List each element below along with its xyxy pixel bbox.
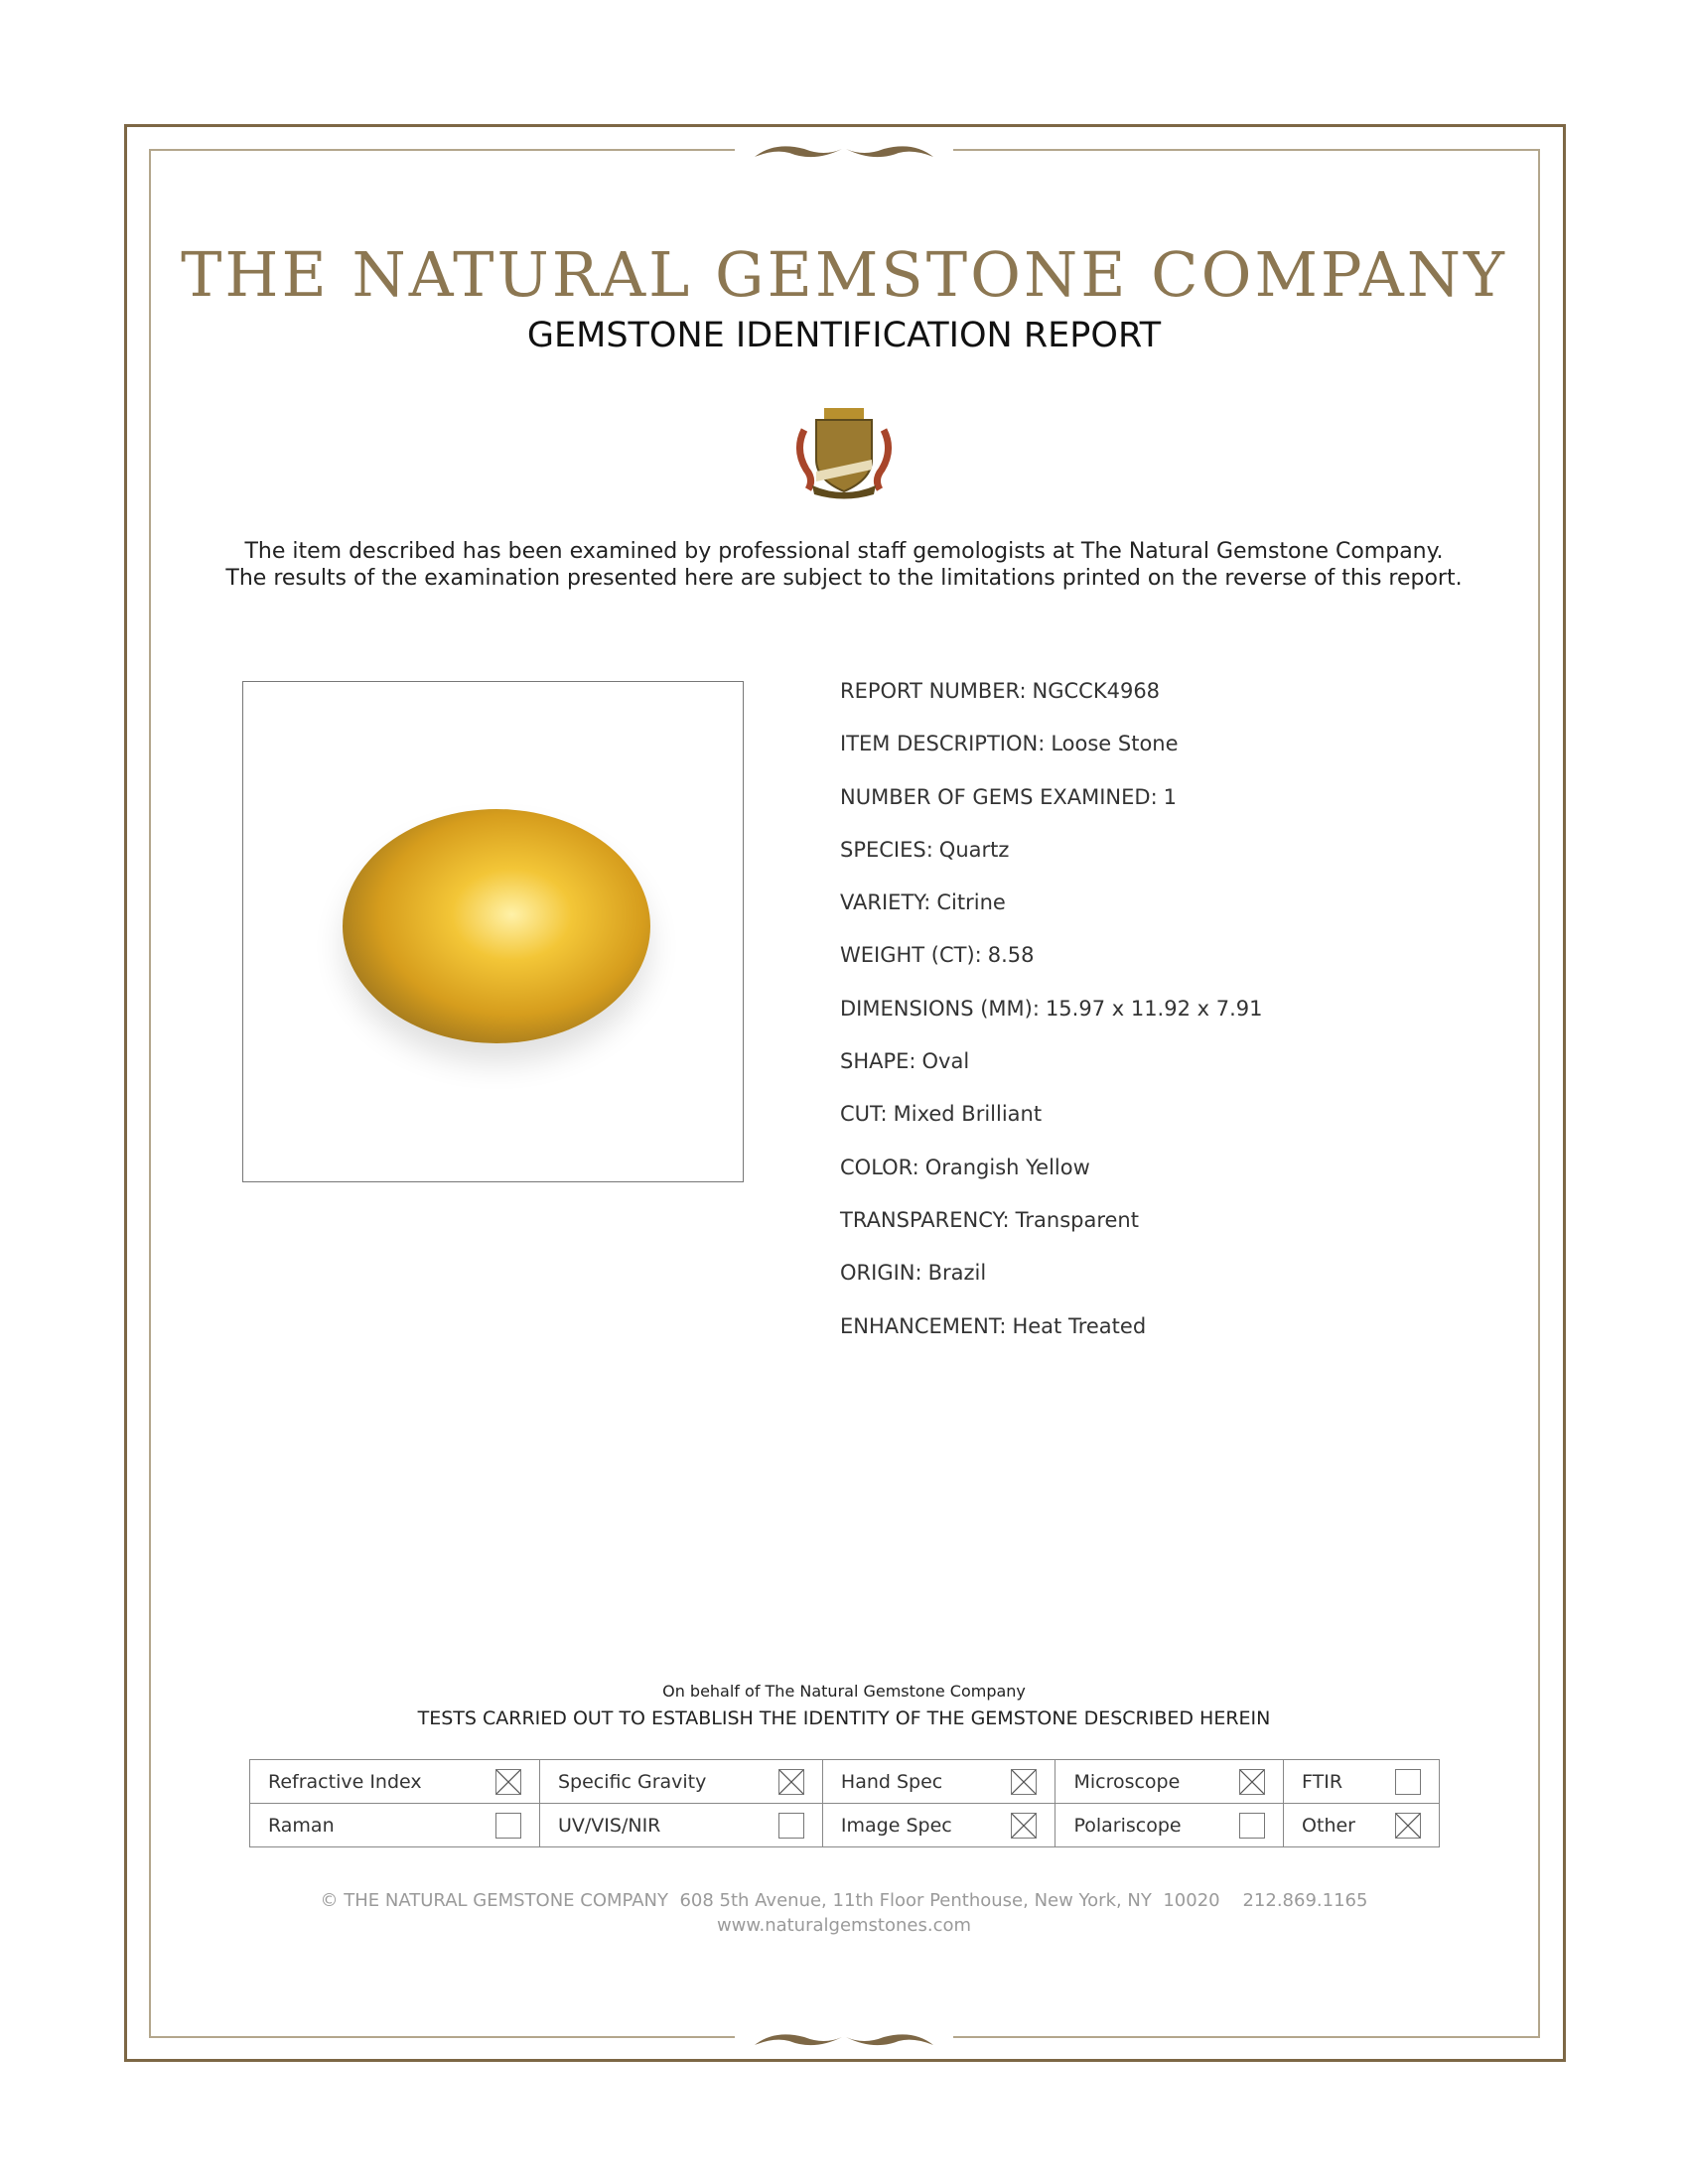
- test-cell: Refractive Index: [249, 1759, 540, 1804]
- test-cell: Specific Gravity: [538, 1759, 823, 1804]
- tests-row: Raman UV/VIS/NIR Image Spec Polariscope Othe…: [249, 1803, 1440, 1847]
- unchecked-checkbox-icon[interactable]: [494, 1812, 521, 1839]
- field-label: SPECIES:: [840, 837, 933, 862]
- field-label: REPORT NUMBER:: [840, 679, 1027, 703]
- on-behalf-text: On behalf of The Natural Gemstone Compan…: [662, 1682, 1026, 1701]
- field-row: SHAPE: Oval: [840, 1045, 1263, 1098]
- test-label: FTIR: [1302, 1770, 1343, 1793]
- field-value: 8.58: [987, 943, 1035, 968]
- citrine-gem-image: [343, 809, 650, 1043]
- field-row: CUT: Mixed Brilliant: [840, 1098, 1263, 1151]
- intro-line-1: The item described has been examined by …: [244, 539, 1444, 564]
- field-value: Transparent: [1015, 1207, 1139, 1232]
- intro-text: The item described has been examined by …: [0, 538, 1688, 592]
- test-cell: Other: [1283, 1803, 1440, 1847]
- footer-address: © THE NATURAL GEMSTONE COMPANY 608 5th A…: [320, 1890, 1368, 1911]
- bottom-ornament-icon: [735, 2023, 953, 2053]
- field-row: TRANSPARENCY: Transparent: [840, 1204, 1263, 1257]
- field-row: DIMENSIONS (MM): 15.97 x 11.92 x 7.91: [840, 993, 1263, 1045]
- outer-border: [124, 124, 1566, 2062]
- field-value: Loose Stone: [1051, 732, 1179, 756]
- field-row: NUMBER OF GEMS EXAMINED: 1: [840, 781, 1263, 834]
- field-value: 1: [1163, 784, 1178, 809]
- crest-logo-icon: [796, 408, 892, 499]
- field-label: VARIETY:: [840, 890, 931, 915]
- test-label: Hand Spec: [840, 1770, 943, 1793]
- report-fields: REPORT NUMBER: NGCCK4968 ITEM DESCRIPTION:…: [840, 675, 1263, 1363]
- test-cell: Hand Spec: [821, 1759, 1056, 1804]
- field-label: ORIGIN:: [840, 1261, 922, 1286]
- field-value: Heat Treated: [1012, 1313, 1147, 1338]
- test-cell: FTIR: [1283, 1759, 1440, 1804]
- test-cell: Polariscope: [1055, 1803, 1285, 1847]
- checked-checkbox-icon[interactable]: [494, 1768, 521, 1795]
- field-row: REPORT NUMBER: NGCCK4968: [840, 675, 1263, 728]
- test-label: Raman: [268, 1814, 335, 1837]
- field-value: Oval: [921, 1049, 970, 1074]
- field-row: ORIGIN: Brazil: [840, 1257, 1263, 1309]
- unchecked-checkbox-icon[interactable]: [777, 1812, 804, 1839]
- tests-row: Refractive Index Specific Gravity Hand Spe…: [249, 1759, 1440, 1804]
- company-title: THE NATURAL GEMSTONE COMPANY: [181, 238, 1507, 311]
- test-label: Microscope: [1073, 1770, 1181, 1793]
- field-row: ITEM DESCRIPTION: Loose Stone: [840, 728, 1263, 780]
- checked-checkbox-icon[interactable]: [1011, 1768, 1038, 1795]
- tests-table: Refractive Index Specific Gravity Hand Spe…: [249, 1759, 1440, 1847]
- checked-checkbox-icon[interactable]: [777, 1768, 804, 1795]
- footer-website[interactable]: www.naturalgemstones.com: [716, 1915, 972, 1936]
- field-value: Quartz: [938, 837, 1010, 862]
- field-label: ITEM DESCRIPTION:: [840, 732, 1046, 756]
- test-cell: Raman: [249, 1803, 540, 1847]
- field-row: SPECIES: Quartz: [840, 834, 1263, 887]
- field-row: ENHANCEMENT: Heat Treated: [840, 1310, 1263, 1363]
- field-value: Mixed Brilliant: [893, 1102, 1043, 1127]
- checked-checkbox-icon[interactable]: [1239, 1768, 1266, 1795]
- field-label: TRANSPARENCY:: [840, 1207, 1010, 1232]
- unchecked-checkbox-icon[interactable]: [1239, 1812, 1266, 1839]
- intro-line-2: The results of the examination presented…: [225, 566, 1463, 591]
- test-label: Refractive Index: [268, 1770, 422, 1793]
- field-value: Orangish Yellow: [924, 1155, 1090, 1179]
- field-row: VARIETY: Citrine: [840, 887, 1263, 939]
- checked-checkbox-icon[interactable]: [1011, 1812, 1038, 1839]
- field-row: COLOR: Orangish Yellow: [840, 1152, 1263, 1204]
- checked-checkbox-icon[interactable]: [1395, 1812, 1421, 1839]
- report-title: GEMSTONE IDENTIFICATION REPORT: [526, 316, 1162, 355]
- top-ornament-icon: [735, 135, 953, 165]
- test-cell: Image Spec: [821, 1803, 1056, 1847]
- field-label: SHAPE:: [840, 1049, 916, 1074]
- field-label: WEIGHT (CT):: [840, 943, 982, 968]
- field-label: ENHANCEMENT:: [840, 1313, 1007, 1338]
- test-label: UV/VIS/NIR: [557, 1814, 661, 1837]
- field-label: NUMBER OF GEMS EXAMINED:: [840, 784, 1158, 809]
- test-label: Image Spec: [840, 1814, 952, 1837]
- field-value: NGCCK4968: [1032, 679, 1161, 703]
- test-label: Polariscope: [1073, 1814, 1182, 1837]
- tests-heading: TESTS CARRIED OUT TO ESTABLISH THE IDENT…: [417, 1707, 1271, 1729]
- gemstone-photo: [242, 681, 744, 1182]
- field-label: COLOR:: [840, 1155, 919, 1179]
- field-value: Brazil: [927, 1261, 987, 1286]
- field-value: Citrine: [936, 890, 1006, 915]
- field-row: WEIGHT (CT): 8.58: [840, 939, 1263, 992]
- field-value: 15.97 x 11.92 x 7.91: [1045, 996, 1263, 1021]
- field-label: DIMENSIONS (MM):: [840, 996, 1040, 1021]
- test-label: Other: [1302, 1814, 1355, 1837]
- field-label: CUT:: [840, 1102, 888, 1127]
- test-label: Specific Gravity: [557, 1770, 707, 1793]
- test-cell: Microscope: [1055, 1759, 1285, 1804]
- footer: © THE NATURAL GEMSTONE COMPANY 608 5th A…: [0, 1888, 1688, 1938]
- unchecked-checkbox-icon[interactable]: [1395, 1768, 1421, 1795]
- test-cell: UV/VIS/NIR: [538, 1803, 823, 1847]
